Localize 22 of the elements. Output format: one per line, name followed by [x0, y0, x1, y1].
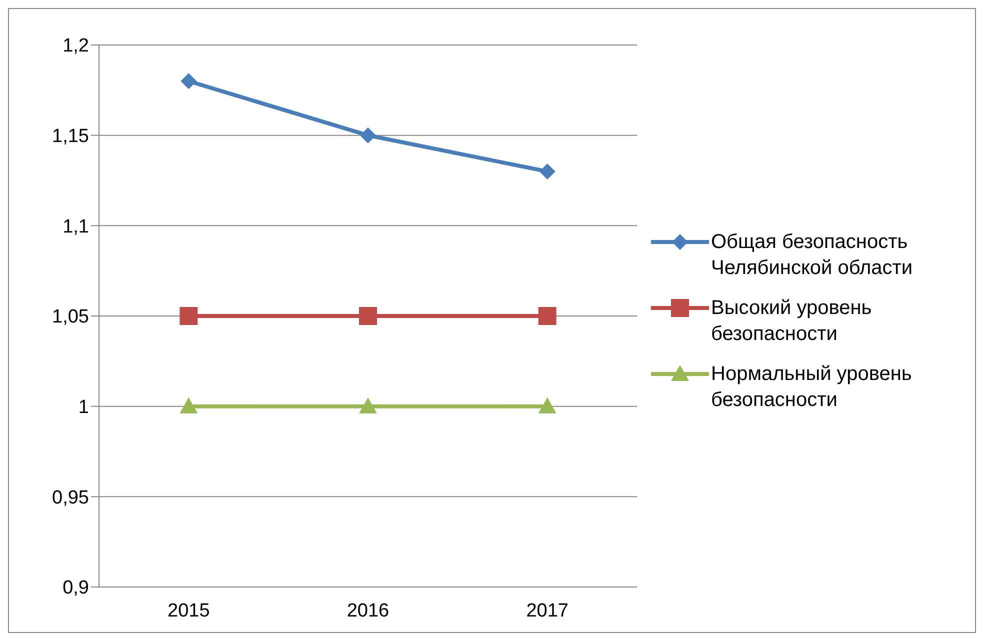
legend-label: Общая безопасность Челябинской области — [711, 230, 914, 280]
y-tick-label: 0,9 — [62, 578, 89, 599]
y-tick-label: 0,95 — [52, 487, 89, 508]
x-tick-label: 2015 — [168, 600, 210, 622]
legend-label: Высокий уровень безопасности — [711, 296, 873, 346]
point — [359, 397, 377, 414]
x-tick-label: 2017 — [526, 600, 568, 622]
point — [359, 307, 377, 325]
legend-label: Нормальный уровень безопасности — [711, 362, 913, 412]
x-tick-label: 2016 — [346, 600, 390, 622]
point — [539, 163, 556, 180]
point — [180, 307, 198, 325]
y-tick-label: 1,1 — [62, 216, 89, 238]
y-tick-label: 1 — [78, 397, 89, 418]
point — [180, 73, 197, 90]
point — [538, 397, 556, 414]
y-tick-label: 1,05 — [52, 306, 89, 328]
point — [538, 307, 556, 325]
y-tick-label: 1,15 — [52, 126, 89, 148]
point — [360, 127, 376, 144]
point — [180, 397, 198, 414]
y-tick-label: 1,2 — [62, 36, 89, 57]
